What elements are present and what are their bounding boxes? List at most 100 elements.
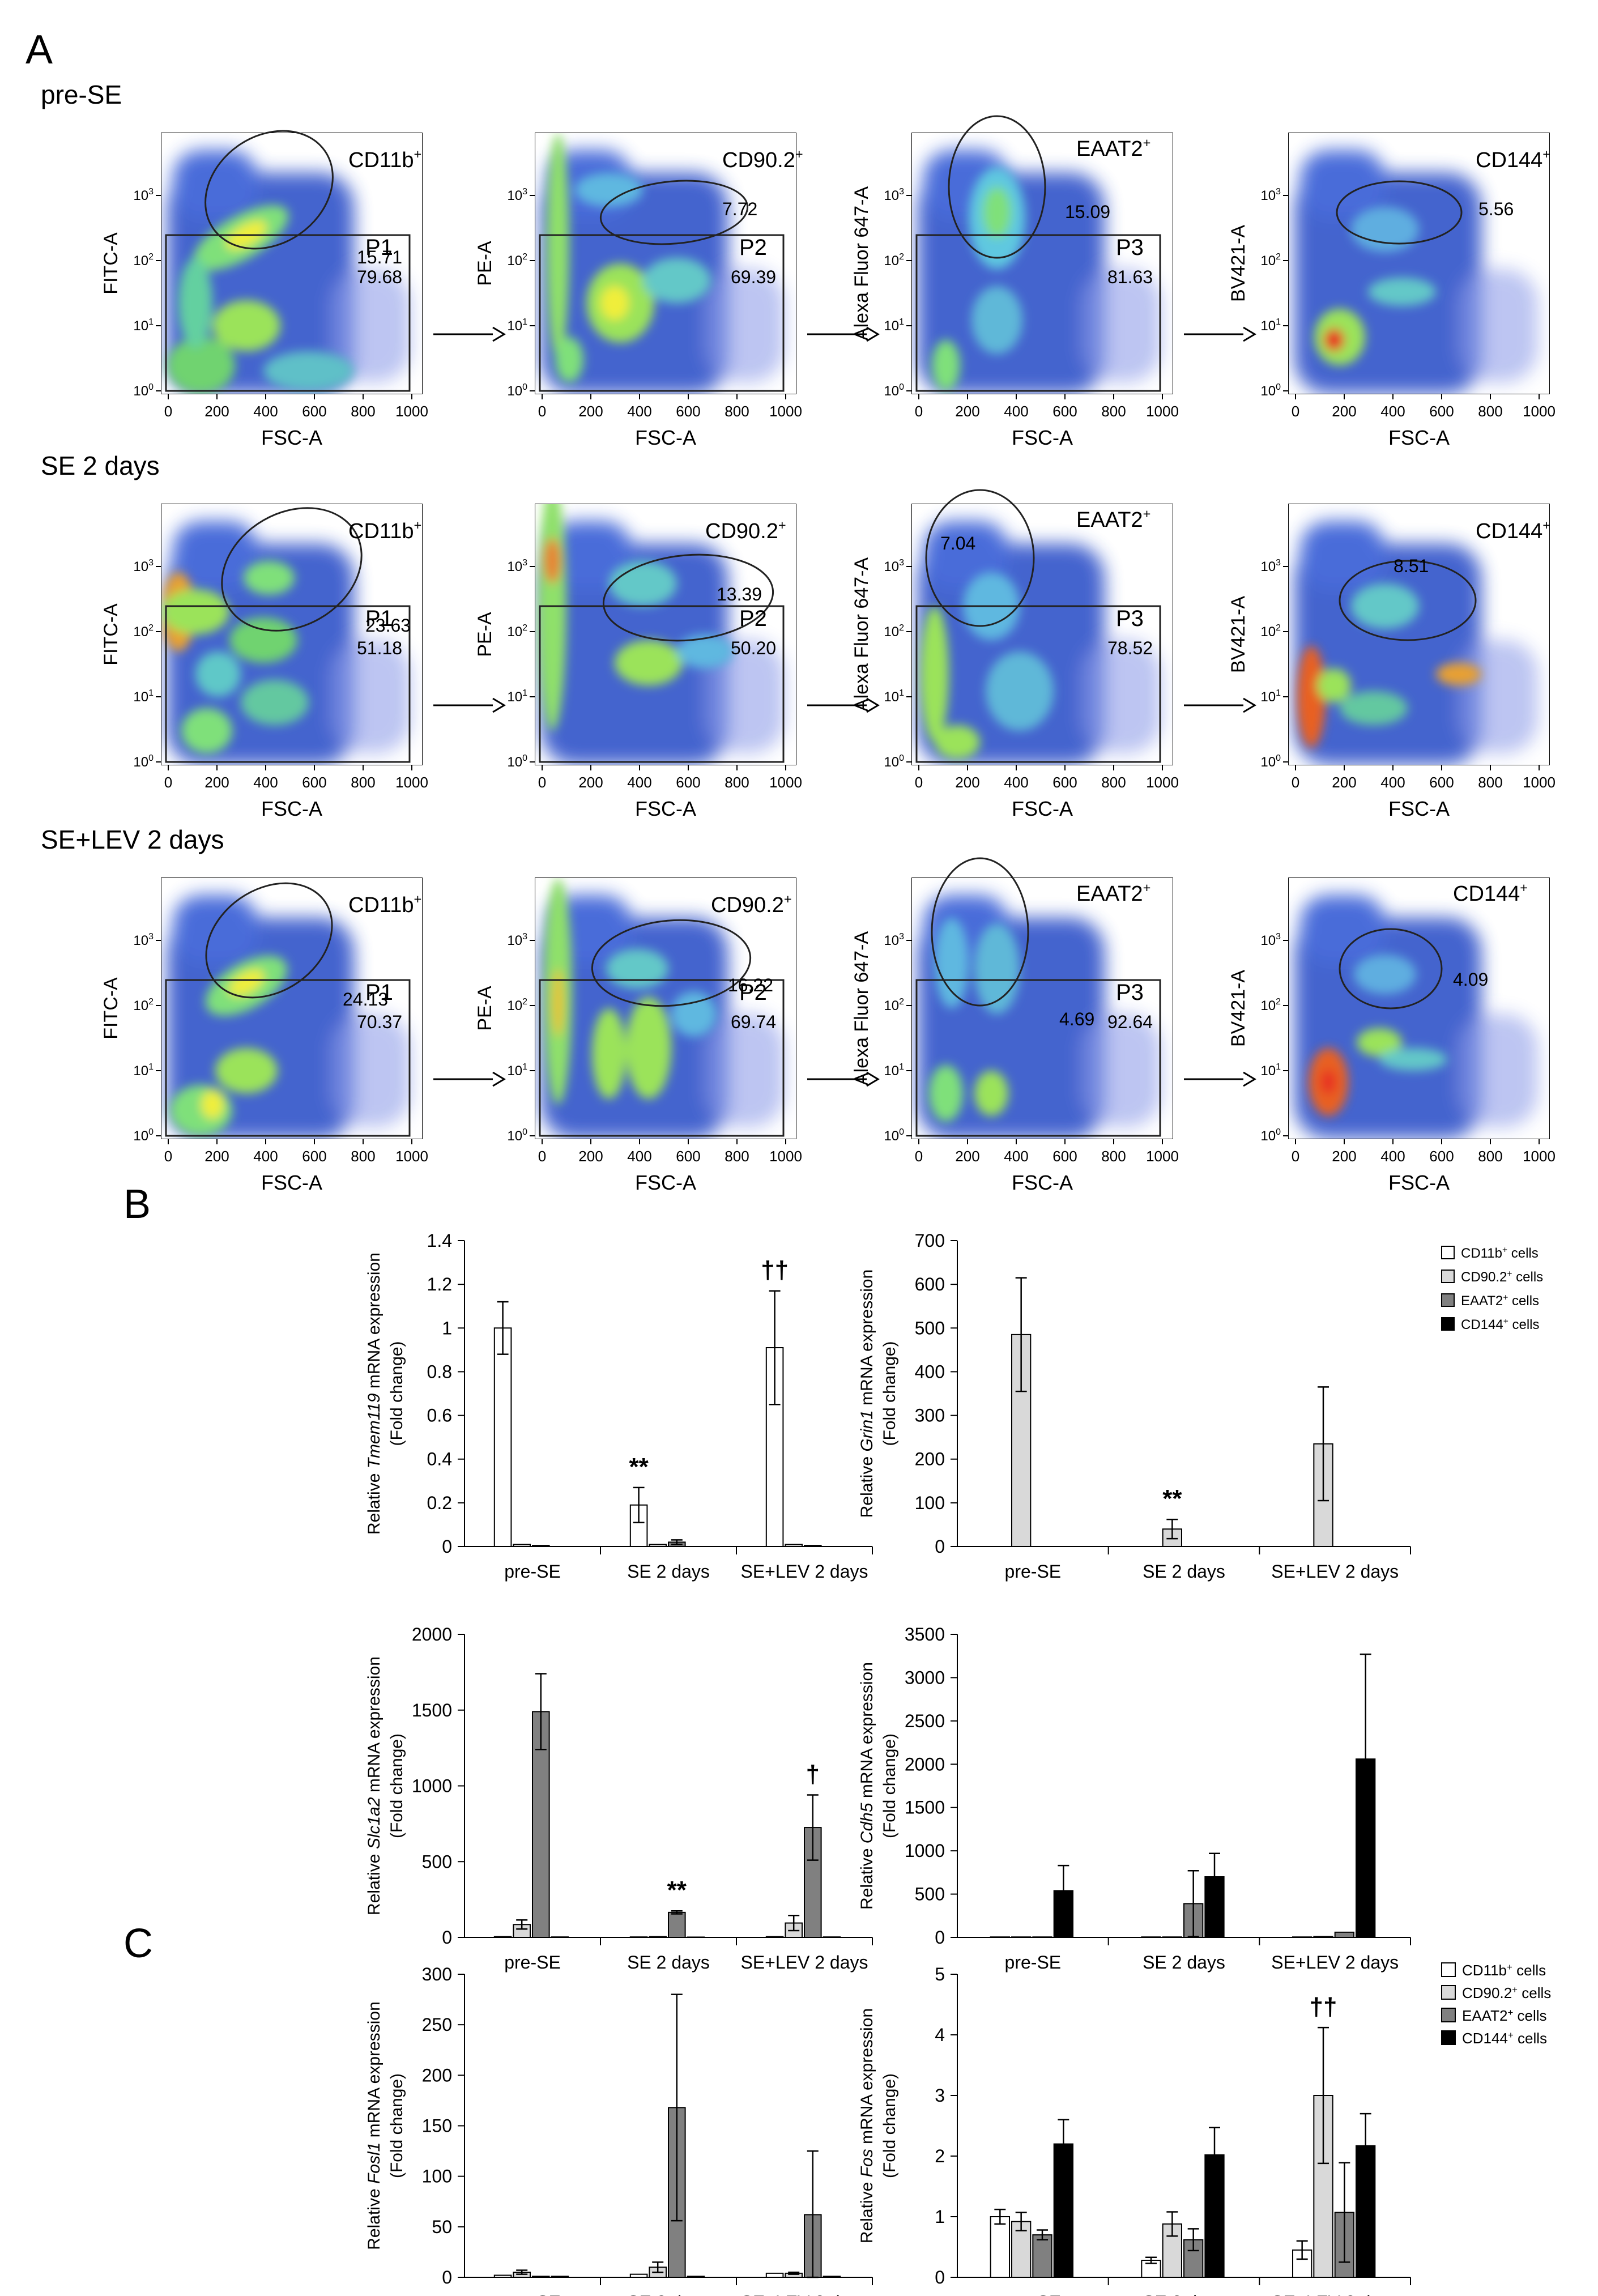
x-tick-label: pre-SE (504, 1952, 561, 1973)
y-axis-label: Relative Tmem119 mRNA expression (365, 1253, 383, 1535)
y-tick-label: 2000 (905, 1754, 945, 1774)
gate-name: CD90.2+ (722, 147, 803, 172)
gate-name: EAAT2+ (1076, 880, 1150, 906)
y-axis-label-line2: (Fold change) (880, 1733, 899, 1838)
density-mass (547, 521, 632, 589)
density-blob (244, 561, 295, 595)
density-blob (974, 1071, 1008, 1116)
y-tick-label: 101 (884, 1062, 904, 1079)
x-tick-label: 1000 (395, 774, 428, 791)
y-tick-label: 100 (133, 753, 154, 770)
flow-plot: P3 81.63 EAAT2+ 15.09 0 200 400 600 800 1000 FSC-A… (851, 115, 1179, 449)
y-tick-label: 103 (133, 187, 154, 203)
gate-name: CD144+ (1476, 518, 1550, 543)
y-tick-label: 1 (442, 1318, 452, 1338)
y-axis-label: Relative Fos mRNA expression (858, 2008, 876, 2243)
x-tick-label: 400 (1380, 1148, 1405, 1165)
density-blob (626, 997, 671, 1099)
y-axis-label: PE-A (474, 241, 496, 286)
density-blob (615, 640, 683, 685)
significance-marker: ** (629, 1453, 649, 1481)
y-tick-label: 102 (133, 997, 154, 1013)
x-tick-label: 1000 (1523, 403, 1556, 420)
y-tick-label: 200 (422, 2065, 452, 2085)
x-tick-label: 1000 (1523, 1148, 1556, 1165)
density-blob (1351, 583, 1419, 629)
bar (990, 2216, 1010, 2278)
density-area (912, 133, 1173, 394)
y-axis-label: Alexa Fluor 647-A (851, 557, 872, 712)
y-axis-label: Relative Grin1 mRNA expression (858, 1270, 876, 1518)
density-tail (1082, 640, 1161, 753)
gate-name: CD144+ (1453, 880, 1528, 906)
legend-label: CD11b+ cells (1462, 1962, 1546, 1979)
y-tick-label: 100 (884, 753, 904, 770)
density-blob (1351, 207, 1419, 252)
y-tick-label: 4 (935, 2025, 945, 2045)
y-tick-label: 103 (507, 558, 527, 574)
y-tick-label: 300 (422, 1964, 452, 1984)
legend-swatch (1441, 2008, 1456, 2022)
x-tick-label: 0 (1292, 403, 1299, 420)
y-axis-label: PE-A (474, 612, 496, 657)
x-tick-label: SE 2 days (1143, 2292, 1225, 2296)
legend-label: CD90.2+ cells (1462, 1984, 1551, 2001)
y-tick-label: 102 (507, 997, 527, 1013)
density-blob (263, 351, 354, 391)
x-tick-label: 600 (676, 1148, 700, 1165)
bar (687, 2276, 705, 2278)
x-tick-label: 800 (1478, 1148, 1502, 1165)
y-tick-label: 102 (133, 252, 154, 269)
legend-label: EAAT2+ cells (1462, 2007, 1547, 2024)
y-tick-label: 2500 (905, 1711, 945, 1731)
flow-plot: CD144+ 8.51 0 200 400 600 800 1000 FSC-A 100 101 10… (1228, 504, 1556, 820)
x-tick-label: 600 (676, 774, 700, 791)
x-tick-label: 800 (351, 403, 375, 420)
gate-percent: 4.69 (1059, 1009, 1094, 1029)
density-blob (1340, 691, 1408, 725)
y-tick-label: 0 (935, 1927, 945, 1948)
x-tick-label: 1000 (1146, 403, 1179, 420)
x-tick-label: SE 2 days (627, 1561, 710, 1582)
x-tick-label: 0 (538, 774, 546, 791)
density-blob (1368, 278, 1436, 306)
y-tick-label: 0 (935, 2267, 945, 2288)
gate-polygon (1336, 180, 1463, 245)
y-axis-label: BV421-A (1228, 225, 1249, 302)
panel-label-b: B (123, 1182, 151, 1227)
density-blob (161, 589, 229, 634)
y-axis-label-line2: (Fold change) (387, 1733, 406, 1838)
x-axis-label: FSC-A (261, 797, 322, 820)
y-axis-label: Relative Cdh5 mRNA expression (858, 1662, 876, 1910)
y-tick-label: 103 (133, 932, 154, 948)
y-tick-label: 50 (432, 2217, 452, 2237)
gate-percent: 5.56 (1478, 199, 1514, 219)
gate-percent: 8.51 (1394, 556, 1429, 576)
density-blob (935, 725, 980, 759)
legend-label: EAAT2+ cells (1461, 1293, 1539, 1309)
bar (765, 2272, 784, 2278)
density-blob (170, 1085, 232, 1136)
y-tick-label: 300 (915, 1405, 945, 1426)
density-blob (986, 651, 1054, 731)
density-blob (929, 1065, 963, 1122)
y-tick-label: 500 (915, 1318, 945, 1338)
x-tick-label: 600 (302, 1148, 326, 1165)
y-tick-label: 1.4 (427, 1230, 452, 1251)
density-area (1289, 878, 1549, 1139)
gate-rectangle (915, 234, 1161, 392)
x-tick-label: pre-SE (504, 2292, 561, 2296)
gate-name: CD90.2+ (711, 892, 792, 917)
rect-gate-name: P1 (365, 235, 393, 260)
bar (1334, 1931, 1355, 1938)
legend-label: CD144+ cells (1461, 1317, 1540, 1332)
x-axis-label: FSC-A (1388, 1171, 1450, 1194)
density-blob (600, 286, 629, 320)
x-tick-label: SE 2 days (1143, 1561, 1225, 1582)
rect-gate-name: P2 (739, 606, 767, 631)
x-tick-label: SE+LEV 2 days (740, 1952, 868, 1973)
legend-label: CD90.2+ cells (1461, 1270, 1543, 1285)
density-blob (971, 286, 1022, 354)
x-tick-label: 400 (1004, 403, 1028, 420)
y-tick-label: 400 (915, 1361, 945, 1382)
